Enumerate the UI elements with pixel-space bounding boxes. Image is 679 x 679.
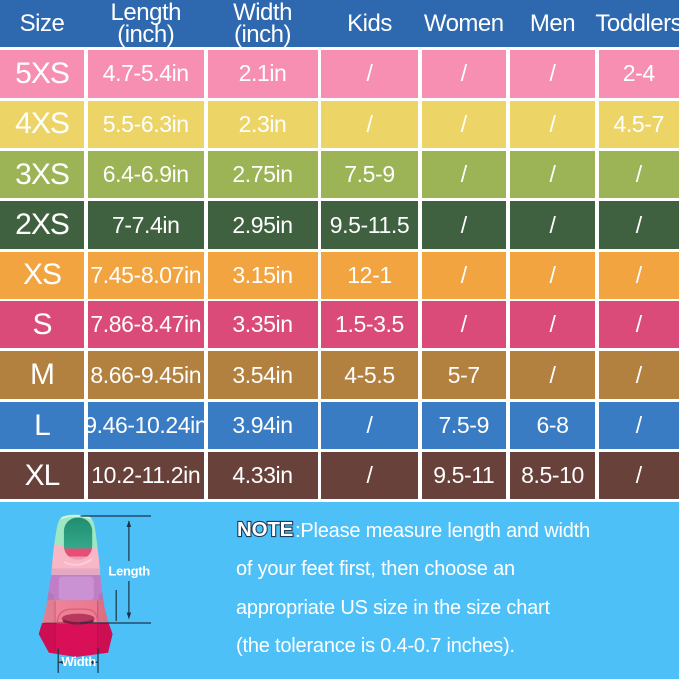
svg-text:Length: Length (108, 564, 150, 579)
svg-text:NOTE: NOTE (237, 518, 293, 541)
svg-text:Width: Width (62, 654, 97, 669)
